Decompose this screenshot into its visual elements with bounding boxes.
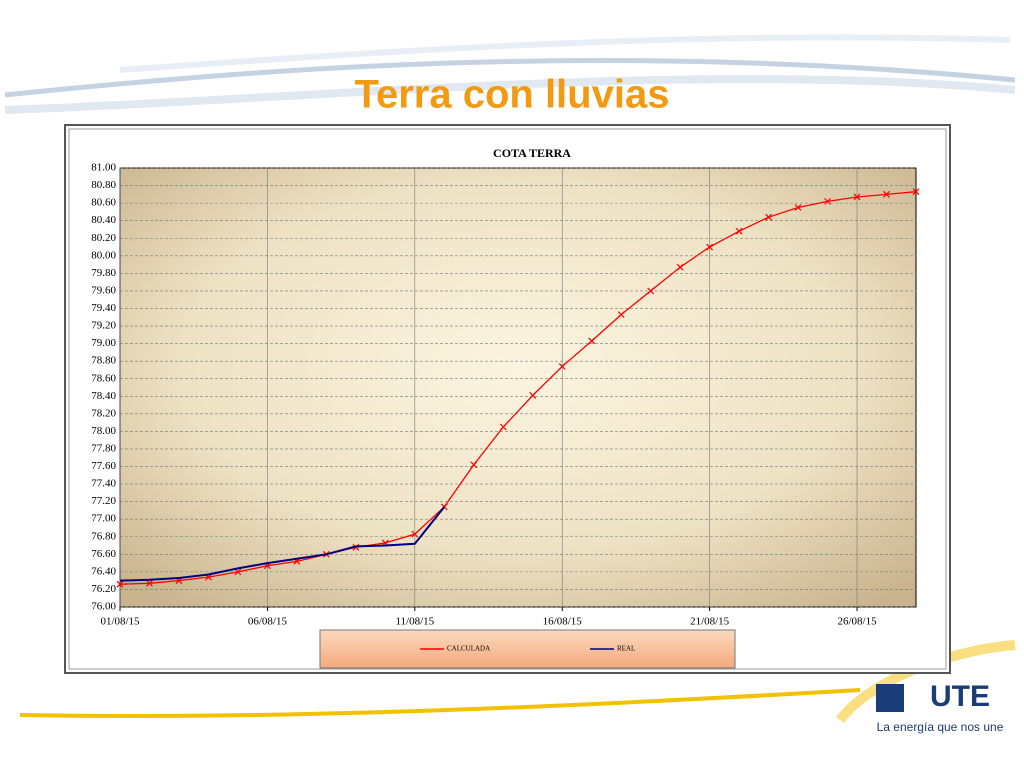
point-marker xyxy=(647,287,655,295)
point-marker xyxy=(470,461,478,469)
point-marker xyxy=(706,243,714,251)
y-tick-label: 76.20 xyxy=(91,583,116,595)
y-tick-label: 76.00 xyxy=(91,601,116,613)
slide-title: Terra con lluvias xyxy=(355,73,670,117)
point-marker xyxy=(116,580,124,588)
chart-title: COTA TERRA xyxy=(493,146,571,160)
series-line xyxy=(119,506,446,582)
point-marker xyxy=(529,391,537,399)
y-tick-label: 80.40 xyxy=(91,214,116,226)
y-tick-label: 78.60 xyxy=(91,372,116,384)
y-tick-label: 77.60 xyxy=(91,460,116,472)
y-tick-label: 77.20 xyxy=(91,495,116,507)
logo-mark xyxy=(876,684,904,712)
y-tick-label: 76.40 xyxy=(91,565,116,577)
y-tick-label: 77.80 xyxy=(91,442,116,454)
y-tick-label: 80.20 xyxy=(91,232,116,244)
y-tick-label: 78.80 xyxy=(91,355,116,367)
y-tick-label: 78.40 xyxy=(91,390,116,402)
point-marker xyxy=(853,193,861,201)
y-tick-label: 77.40 xyxy=(91,478,116,490)
y-tick-label: 76.80 xyxy=(91,530,116,542)
legend-label: CALCULADA xyxy=(447,645,490,653)
point-marker xyxy=(676,263,684,271)
y-tick-label: 78.20 xyxy=(91,407,116,419)
point-marker xyxy=(499,423,507,431)
logo-name: UTE xyxy=(930,680,990,713)
legend-box xyxy=(319,629,736,669)
y-tick-label: 78.00 xyxy=(91,425,116,437)
logo: UTE La energía que nos une xyxy=(876,680,1004,734)
point-marker xyxy=(588,337,596,345)
legend-label: REAL xyxy=(617,645,635,653)
y-tick-label: 79.20 xyxy=(91,320,116,332)
point-marker xyxy=(411,530,419,538)
y-tick-label: 79.80 xyxy=(91,267,116,279)
point-marker xyxy=(234,568,242,576)
x-tick-label: 16/08/15 xyxy=(543,616,583,628)
point-marker xyxy=(794,204,802,211)
point-marker xyxy=(146,579,153,587)
point-marker xyxy=(912,188,920,196)
point-marker xyxy=(883,190,890,198)
y-tick-label: 79.60 xyxy=(91,284,116,296)
chart-inner-frame xyxy=(68,128,947,670)
point-marker xyxy=(765,213,773,221)
y-tick-label: 80.80 xyxy=(91,179,116,191)
y-tick-label: 80.60 xyxy=(91,197,116,209)
point-marker xyxy=(558,363,566,370)
series-line xyxy=(119,191,917,585)
x-tick-label: 21/08/15 xyxy=(690,616,730,628)
x-tick-label: 26/08/15 xyxy=(837,616,877,628)
plot-area xyxy=(119,167,917,608)
y-tick-label: 80.00 xyxy=(91,249,116,261)
point-marker xyxy=(617,311,625,319)
y-tick-label: 79.40 xyxy=(91,302,116,314)
x-tick-label: 11/08/15 xyxy=(395,616,434,628)
x-tick-label: 06/08/15 xyxy=(248,616,288,628)
y-tick-label: 81.00 xyxy=(91,162,116,174)
point-marker xyxy=(824,197,831,205)
y-tick-label: 76.60 xyxy=(91,548,116,560)
point-marker xyxy=(735,227,743,235)
logo-tagline: La energía que nos une xyxy=(877,720,1004,734)
y-tick-label: 79.00 xyxy=(91,337,116,349)
y-tick-label: 77.00 xyxy=(91,513,116,525)
x-tick-label: 01/08/15 xyxy=(100,616,140,628)
